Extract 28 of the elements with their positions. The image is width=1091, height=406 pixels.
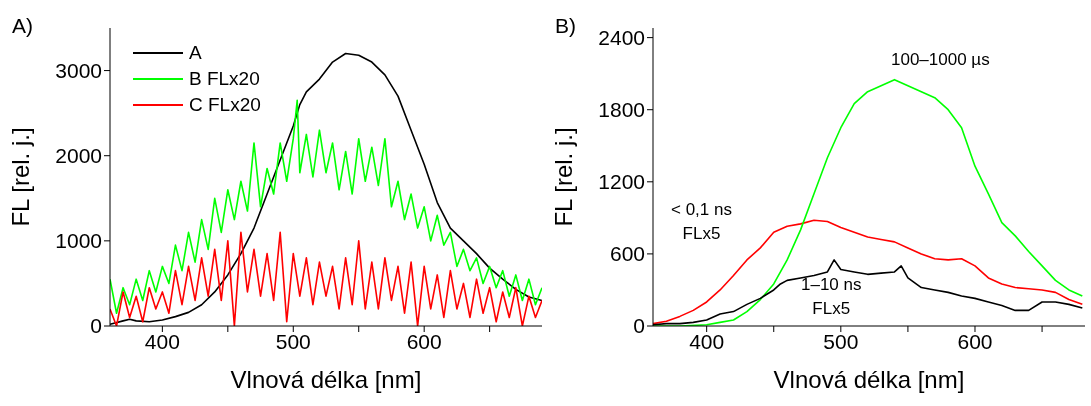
y-tick-label: 0: [90, 314, 102, 338]
x-tick-label: 400: [144, 329, 180, 353]
y-tick-label: 3000: [55, 59, 102, 83]
y-tick-label: 2000: [55, 144, 102, 168]
line-series: [110, 99, 542, 315]
y-tick-label: 1200: [598, 170, 645, 194]
x-axis-title: Vlnová délka [nm]: [230, 366, 422, 393]
y-tick-label: 1000: [55, 229, 102, 253]
y-axis-title: FL [rel. j.]: [549, 127, 577, 227]
chart-title: B): [555, 14, 576, 38]
series-label: < 0,1 ns FLx5: [671, 199, 732, 245]
y-tick-label: 1800: [598, 98, 645, 122]
x-tick-label: 500: [823, 329, 859, 353]
x-axis-title: Vlnová délka [nm]: [773, 366, 965, 393]
series-label: 1–10 ns FLx5: [801, 274, 862, 320]
legend-label: B FLx20: [189, 68, 260, 90]
y-tick-label: 600: [609, 242, 645, 266]
y-tick-label: 2400: [598, 26, 645, 50]
chart-title: A): [12, 14, 33, 38]
y-tick-label: 0: [633, 314, 645, 338]
x-tick-label: 500: [275, 329, 311, 353]
series-label: 100–1000 µs: [891, 49, 990, 71]
legend-label: A: [189, 42, 202, 64]
legend-label: C FLx20: [189, 94, 261, 116]
x-tick-label: 400: [689, 329, 725, 353]
y-axis-title: FL [rel. j.]: [6, 127, 34, 227]
x-tick-label: 600: [957, 329, 993, 353]
x-tick-label: 600: [406, 329, 442, 353]
